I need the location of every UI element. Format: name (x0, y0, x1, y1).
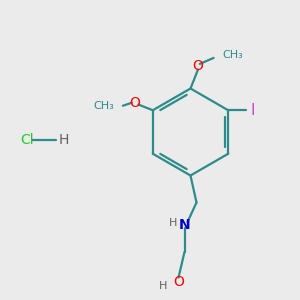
Text: Cl: Cl (20, 133, 34, 146)
Text: H: H (159, 281, 167, 291)
Text: H: H (59, 133, 70, 146)
Text: O: O (173, 275, 184, 289)
Text: H: H (169, 218, 177, 228)
Text: N: N (179, 218, 190, 232)
Text: I: I (251, 103, 255, 118)
Text: CH₃: CH₃ (93, 101, 114, 111)
Text: O: O (193, 59, 203, 73)
Text: O: O (129, 96, 140, 110)
Text: CH₃: CH₃ (222, 50, 243, 61)
